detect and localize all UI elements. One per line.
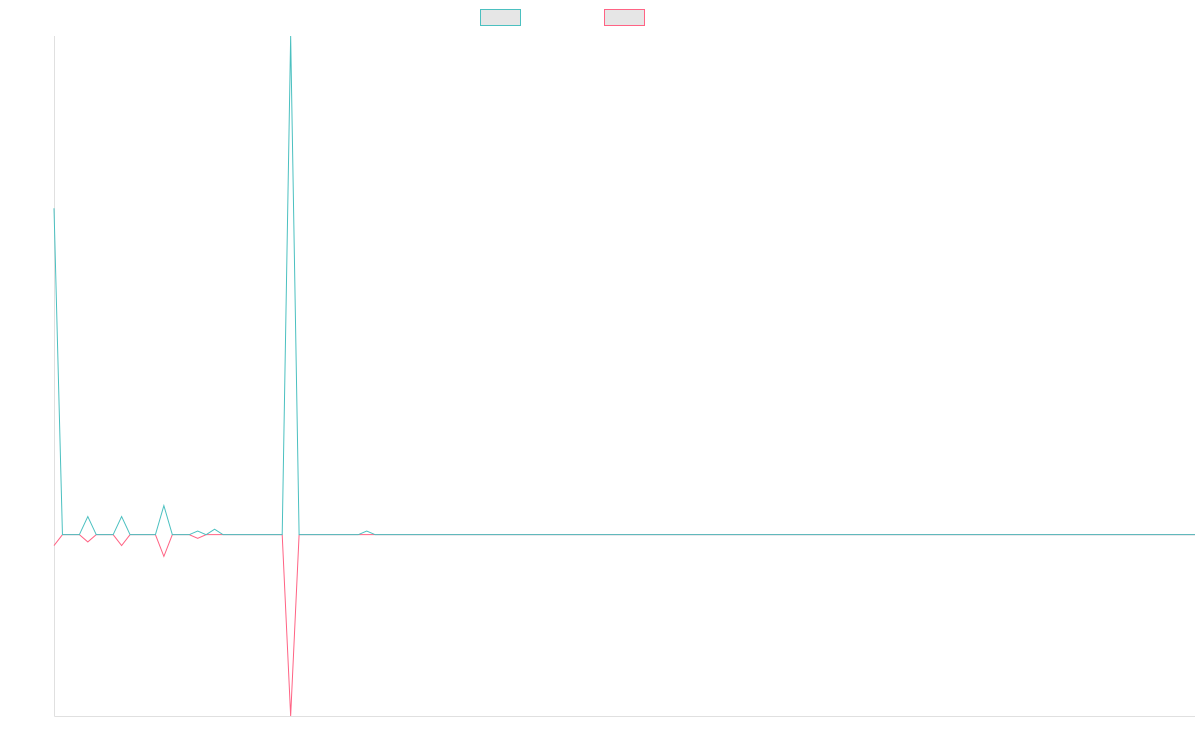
legend-swatch-series-1[interactable] [480, 9, 521, 26]
series-1-line [53, 35, 1195, 536]
legend-item-series-2[interactable] [604, 9, 645, 26]
legend [480, 9, 645, 26]
plot-area [53, 35, 1195, 717]
series-2-line [53, 534, 1195, 717]
legend-item-series-1[interactable] [480, 9, 521, 26]
legend-swatch-series-2[interactable] [604, 9, 645, 26]
